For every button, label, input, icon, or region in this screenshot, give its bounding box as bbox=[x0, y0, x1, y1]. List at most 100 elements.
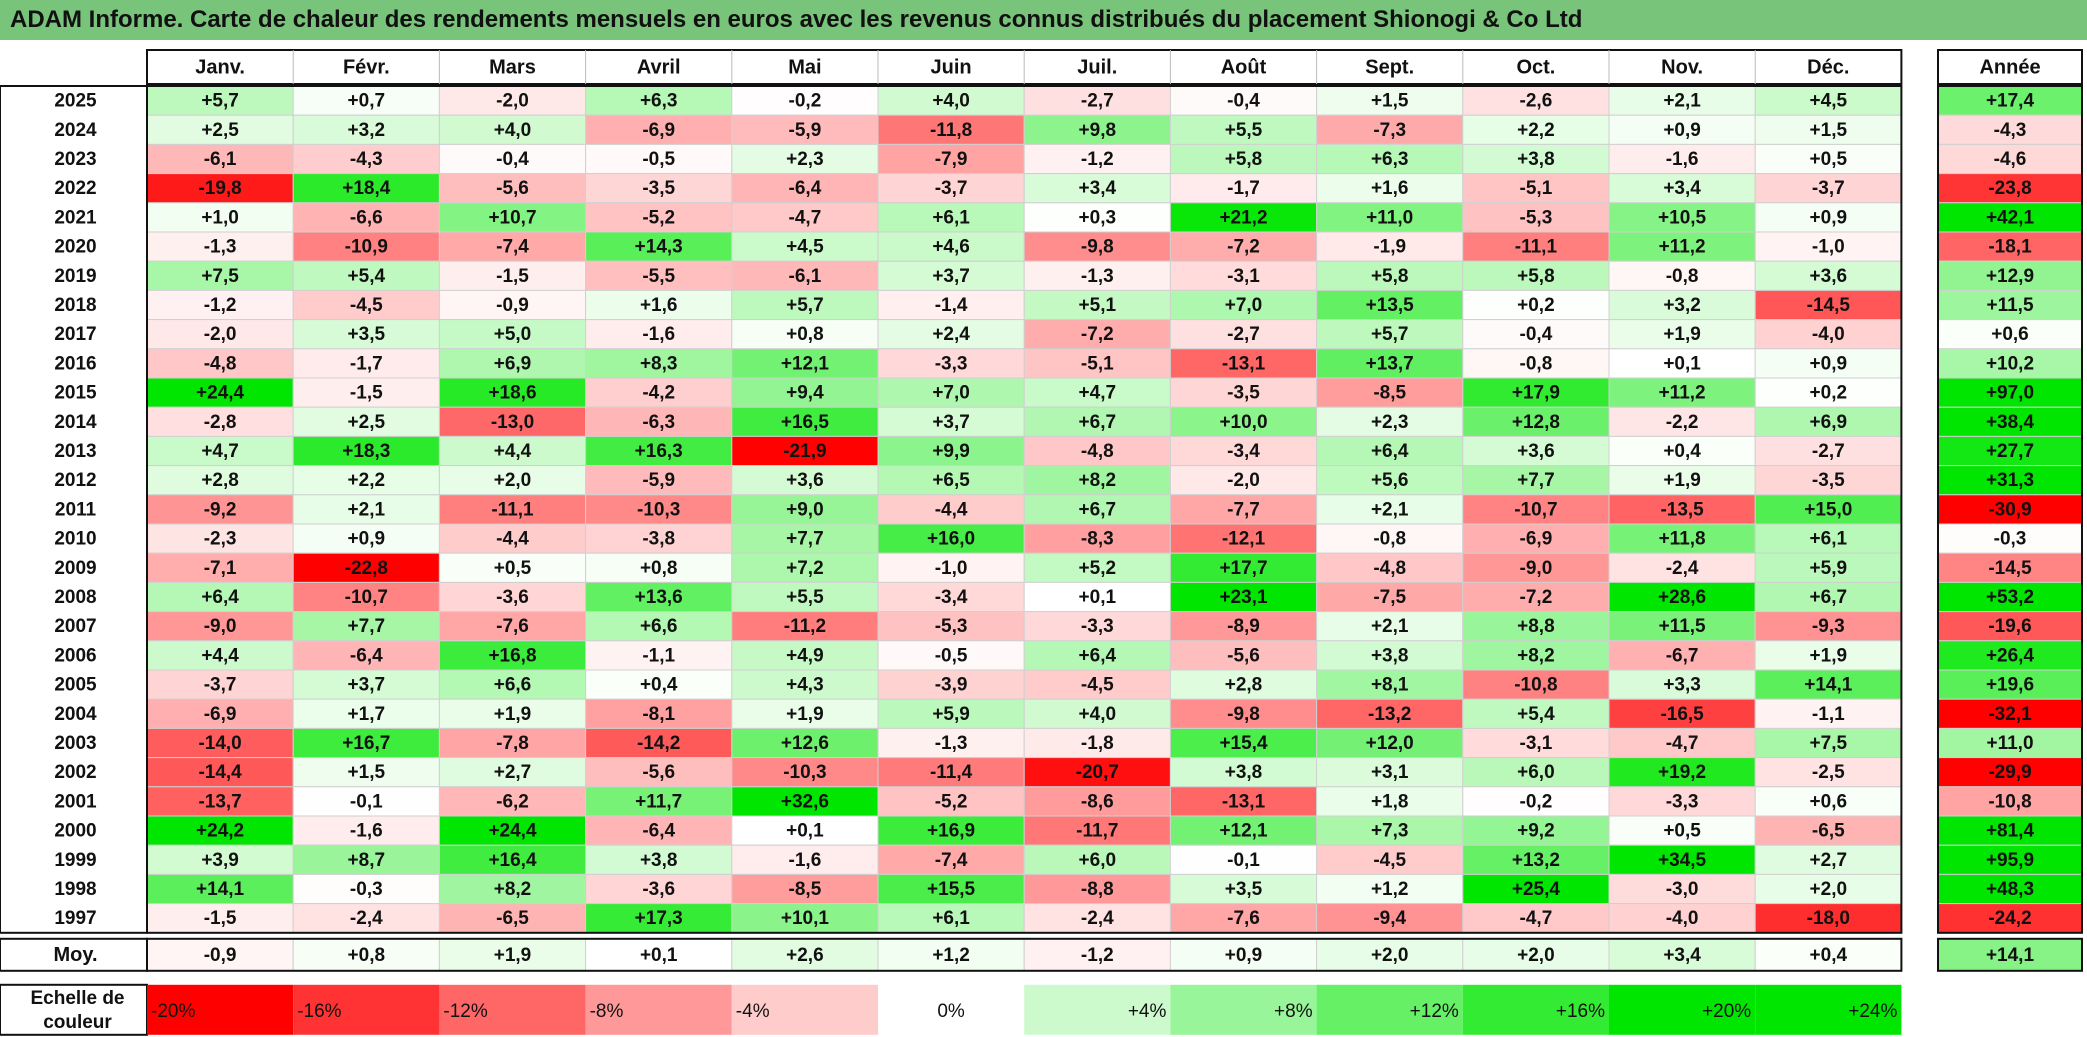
heatmap-cell-value: +2,1 bbox=[1371, 499, 1409, 520]
annual-cell-value: -4,6 bbox=[1994, 149, 2027, 170]
heatmap-cell-value: -10,7 bbox=[345, 587, 388, 608]
year-label: 2021 bbox=[54, 207, 97, 228]
heatmap-cell bbox=[1608, 289, 1756, 321]
average-cell-value: +2,0 bbox=[1517, 945, 1555, 966]
average-cell-value: +1,9 bbox=[494, 945, 532, 966]
heatmap-cell-value: +11,2 bbox=[1659, 383, 1706, 404]
year-label: 2003 bbox=[54, 733, 96, 754]
heatmap-cell-value: -1,7 bbox=[1227, 178, 1260, 199]
heatmap-cell-value: +6,1 bbox=[932, 908, 970, 929]
heatmap-cell bbox=[1608, 494, 1756, 525]
heatmap-cell bbox=[1462, 727, 1610, 759]
annual-body-frame bbox=[1937, 85, 2083, 934]
heatmap-cell bbox=[1462, 757, 1610, 788]
heatmap-cell bbox=[1462, 289, 1610, 321]
average-cell-value: +0,1 bbox=[640, 945, 678, 966]
heatmap-cell-value: +1,6 bbox=[640, 295, 678, 316]
heatmap-cell bbox=[1169, 552, 1318, 583]
heatmap-cell bbox=[877, 377, 1025, 408]
heatmap-cell-value: -4,0 bbox=[1812, 324, 1845, 345]
heatmap-cell-value: +7,5 bbox=[201, 266, 239, 287]
heatmap-cell-value: +3,5 bbox=[348, 324, 386, 345]
heatmap-cell-value: -4,7 bbox=[789, 207, 822, 228]
heatmap-cell-value: -4,4 bbox=[935, 499, 968, 520]
heatmap-cell bbox=[1316, 640, 1464, 671]
heatmap-cell bbox=[731, 406, 879, 437]
heatmap-cell-value: -3,4 bbox=[1227, 441, 1260, 462]
scale-swatch bbox=[878, 984, 1025, 1035]
heatmap-cell-value: +16,9 bbox=[927, 821, 975, 842]
heatmap-cell-value: +6,3 bbox=[640, 91, 678, 112]
heatmap-cell-value: +7,7 bbox=[348, 616, 386, 637]
month-header: Févr. bbox=[343, 56, 390, 78]
heatmap-cell bbox=[1754, 815, 1902, 846]
heatmap-cell bbox=[877, 611, 1025, 642]
heatmap-cell-value: +6,1 bbox=[1810, 529, 1848, 550]
heatmap-cell bbox=[731, 727, 879, 759]
heatmap-cell-value: +4,9 bbox=[786, 645, 824, 666]
heatmap-cell bbox=[877, 289, 1025, 321]
heatmap-cell-value: -9,3 bbox=[1812, 616, 1845, 637]
heatmap-cell-value: +5,5 bbox=[1225, 120, 1263, 141]
heatmap-cell-value: +2,8 bbox=[201, 470, 239, 491]
average-cell-value: +3,4 bbox=[1663, 945, 1701, 966]
heatmap-cell-value: +9,4 bbox=[786, 383, 824, 404]
average-cell-value: +0,8 bbox=[348, 945, 386, 966]
heatmap-cell-value: -4,8 bbox=[1373, 558, 1406, 579]
annual-cell-value: -18,1 bbox=[1988, 237, 2032, 258]
heatmap-cell-value: -5,5 bbox=[642, 266, 675, 287]
year-label: 2017 bbox=[54, 324, 96, 345]
annual-cell-value: +11,5 bbox=[1986, 295, 2033, 316]
heatmap-cell bbox=[1316, 289, 1464, 321]
heatmap-cell bbox=[585, 231, 733, 262]
scale-swatch bbox=[1024, 984, 1171, 1035]
heatmap-cell-value: -8,5 bbox=[789, 879, 822, 900]
heatmap-cell-value: -7,6 bbox=[496, 616, 529, 637]
heatmap-cell-value: +9,9 bbox=[932, 441, 970, 462]
heatmap-cell bbox=[1316, 698, 1464, 729]
heatmap-cell bbox=[731, 552, 879, 583]
heatmap-cell-value: -8,3 bbox=[1081, 529, 1114, 550]
heatmap-cell-value: +5,5 bbox=[786, 587, 824, 608]
heatmap-cell-value: +4,4 bbox=[201, 645, 239, 666]
heatmap-cell bbox=[1462, 377, 1610, 408]
heatmap-cell bbox=[1608, 465, 1756, 496]
heatmap-cell-value: +2,7 bbox=[1810, 850, 1848, 871]
heatmap-cell-value: +5,8 bbox=[1517, 266, 1555, 287]
heatmap-cell bbox=[877, 552, 1025, 583]
heatmap-cell-value: +21,2 bbox=[1219, 207, 1267, 228]
heatmap-cell-value: -4,3 bbox=[350, 149, 383, 170]
heatmap-cell-value: -8,9 bbox=[1227, 616, 1260, 637]
year-label: 2001 bbox=[54, 791, 97, 812]
heatmap-cell bbox=[1462, 348, 1610, 379]
heatmap-cell bbox=[585, 873, 733, 905]
heatmap-cell bbox=[292, 260, 440, 291]
heatmap-cell-value: +0,3 bbox=[1079, 207, 1117, 228]
heatmap-cell-value: +0,7 bbox=[348, 91, 386, 112]
heatmap-cell-value: +7,0 bbox=[1225, 295, 1263, 316]
heatmap-cell bbox=[146, 114, 294, 145]
heatmap-cell bbox=[1316, 319, 1464, 350]
heatmap-cell bbox=[146, 494, 294, 525]
annual-cell-value: -4,3 bbox=[1994, 120, 2027, 141]
year-label: 2016 bbox=[54, 353, 96, 374]
heatmap-cell bbox=[146, 640, 294, 671]
heatmap-cell-value: +6,6 bbox=[494, 675, 532, 696]
heatmap-cell-value: +7,3 bbox=[1371, 821, 1409, 842]
heatmap-cell-value: -13,1 bbox=[1222, 353, 1266, 374]
heatmap-cell bbox=[146, 465, 294, 496]
heatmap-cell-value: -7,4 bbox=[496, 237, 529, 258]
heatmap-cell bbox=[1316, 903, 1464, 934]
heatmap-cell-value: +6,7 bbox=[1079, 412, 1117, 433]
year-label: 2008 bbox=[54, 587, 96, 608]
annual-cell-value: +48,3 bbox=[1986, 879, 2034, 900]
heatmap-cell-value: -5,2 bbox=[935, 791, 968, 812]
annual-cell-value: +38,4 bbox=[1986, 412, 2035, 433]
heatmap-cell-value: +0,1 bbox=[1079, 587, 1117, 608]
heatmap-cell bbox=[146, 786, 294, 817]
annual-cell bbox=[1937, 406, 2083, 437]
heatmap-cell bbox=[1316, 727, 1464, 759]
heatmap-cell-value: +32,6 bbox=[781, 791, 829, 812]
heatmap-cell bbox=[1754, 581, 1902, 613]
annual-cell-value: -29,9 bbox=[1988, 762, 2031, 783]
